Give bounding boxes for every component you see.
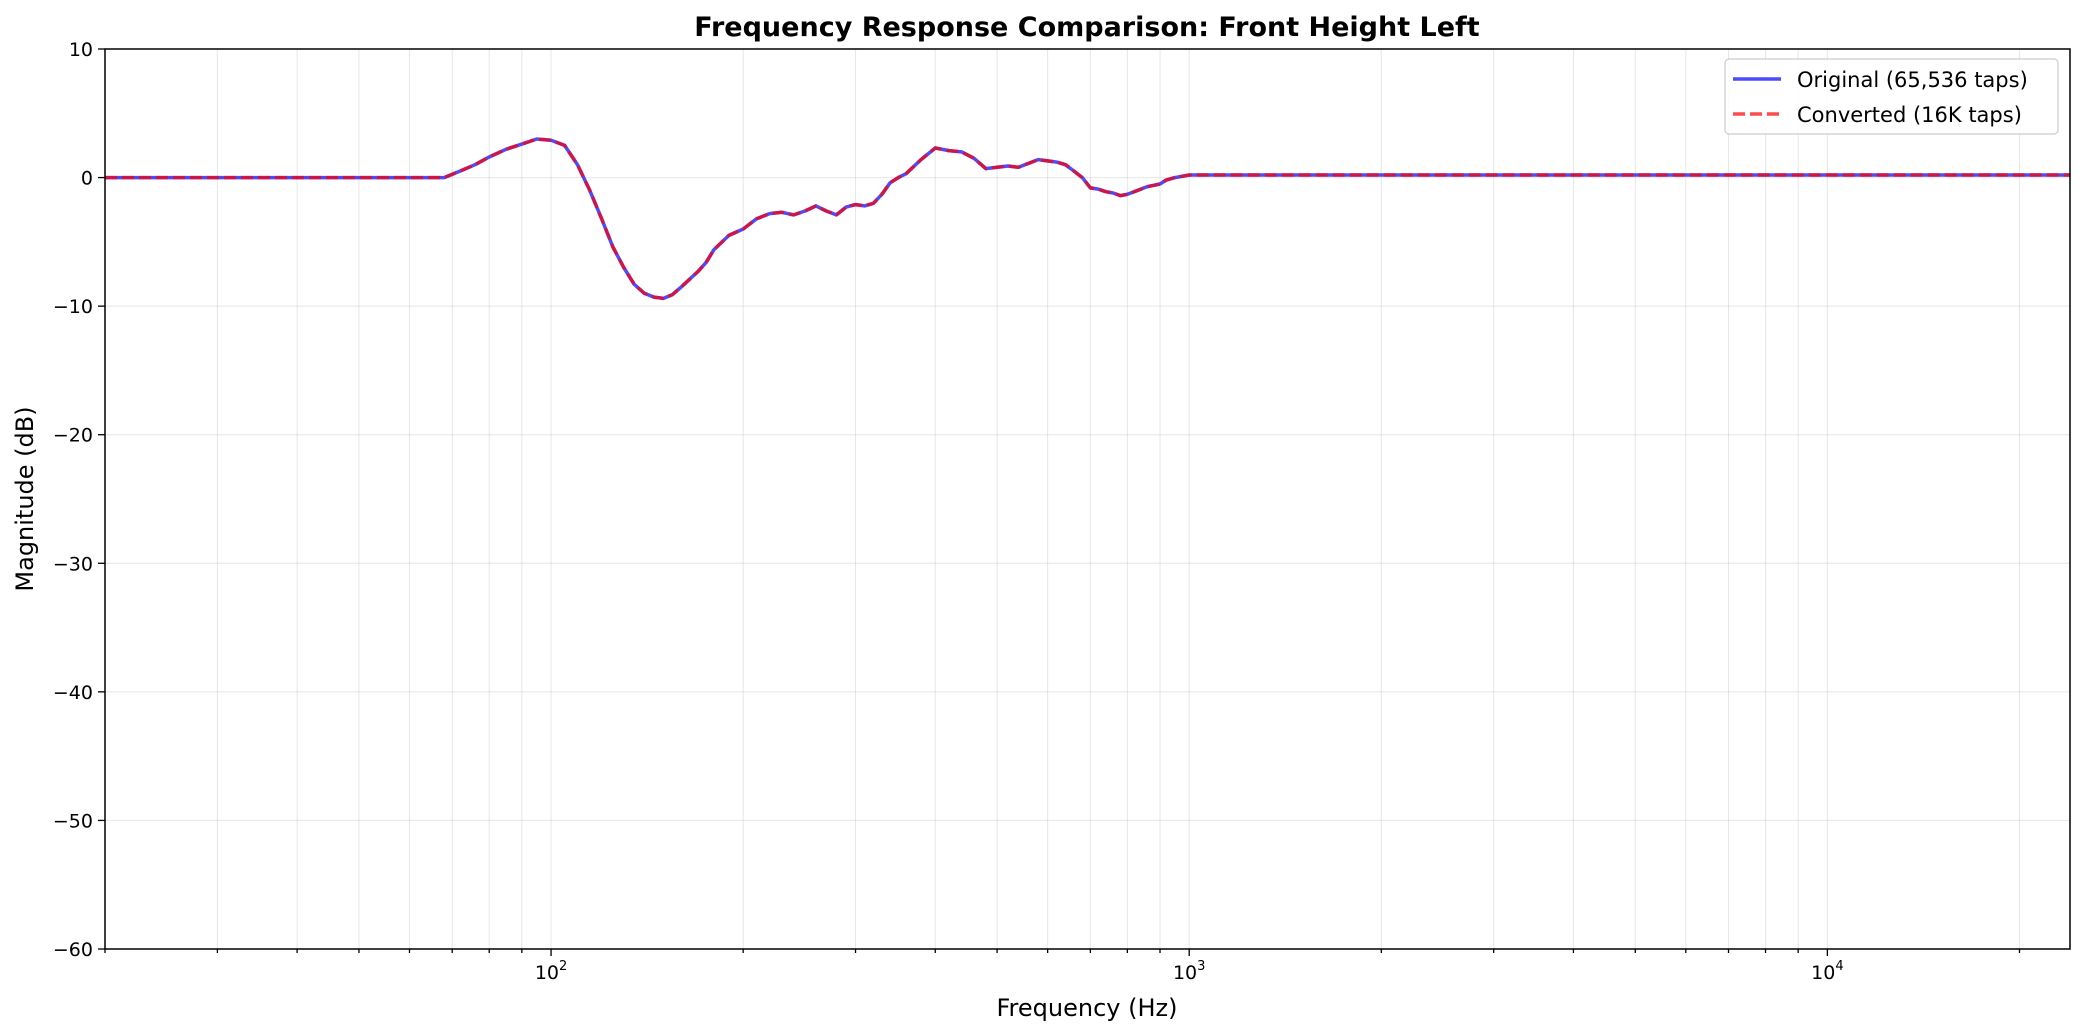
y-axis-label: Magnitude (dB) (11, 406, 39, 591)
y-tick-label: 10 (69, 39, 93, 61)
legend-box (1724, 58, 2059, 135)
x-tick-label: 103 (1173, 959, 1205, 984)
series-lines (105, 137, 2070, 301)
x-tick-label: 102 (535, 959, 567, 984)
y-tick-label: 0 (81, 168, 93, 190)
y-tick-label: −40 (53, 682, 93, 704)
chart-title: Frequency Response Comparison: Front Hei… (694, 12, 1480, 43)
x-tick-label: 104 (1811, 959, 1843, 984)
plot-frame (104, 48, 2071, 950)
y-tick-label: −20 (53, 425, 93, 447)
legend: Original (65,536 taps) Converted (16K ta… (1724, 58, 2059, 135)
legend-label-converted: Converted (16K taps) (1797, 103, 2022, 127)
y-tick-label: −10 (53, 296, 93, 318)
series-line-converted (105, 137, 2070, 301)
y-tick-label: −30 (53, 553, 93, 575)
axis-ticks: 10 0 −10 −20 −30 −40 −50 −60 102 103 104 (53, 39, 2021, 984)
x-axis-label: Frequency (Hz) (997, 994, 1178, 1022)
y-tick-label: −50 (53, 810, 93, 832)
y-tick-label: −60 (53, 939, 93, 961)
legend-label-original: Original (65,536 taps) (1797, 68, 2028, 92)
